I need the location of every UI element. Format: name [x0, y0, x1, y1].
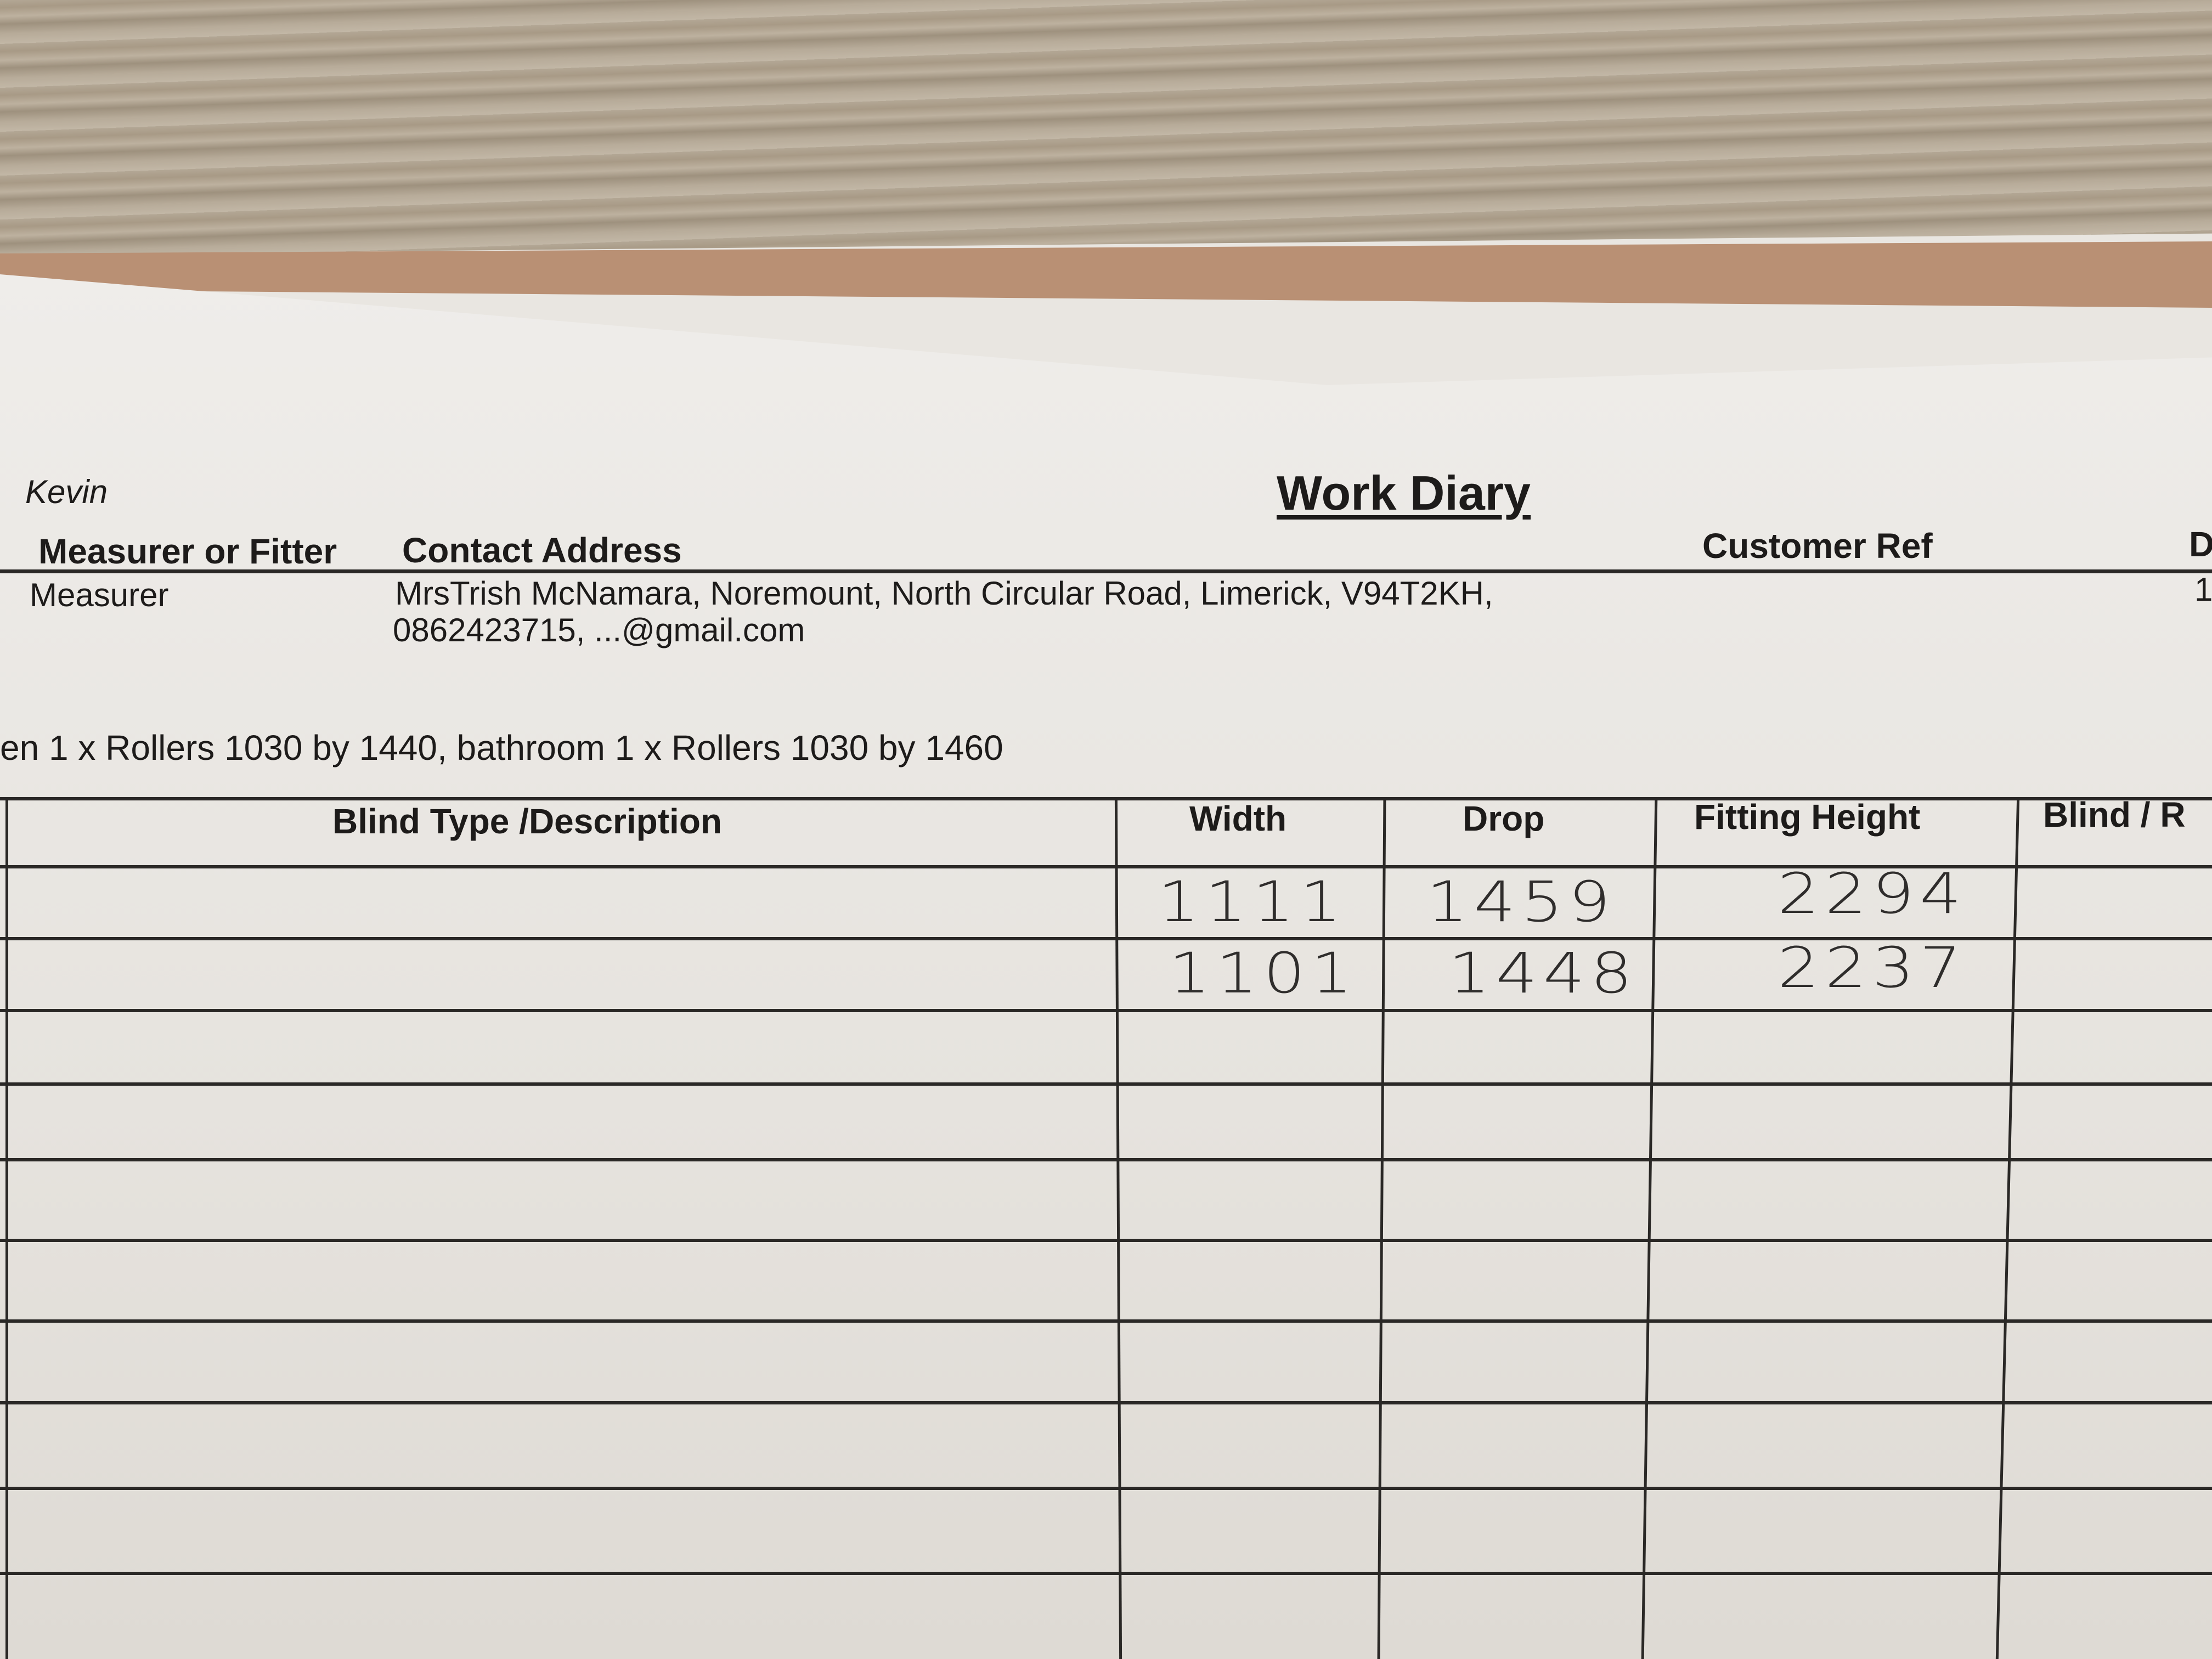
header-divider [0, 569, 2212, 573]
row-line [0, 1572, 2212, 1575]
drop-value: 1459 [1426, 870, 1616, 935]
page-title: Work Diary [1277, 466, 1531, 520]
row-line [0, 865, 2212, 868]
row-line [0, 1401, 2212, 1404]
row-line [0, 1239, 2212, 1242]
row-line [0, 1082, 2212, 1086]
drop-value: 1448 [1448, 941, 1638, 1006]
column-header-drop: Drop [1463, 799, 1545, 838]
fitting-height-value: 2294 [1778, 861, 1967, 927]
column-header-width: Width [1189, 799, 1287, 838]
date-value: 1 [2194, 571, 2212, 608]
column-header-blind-r: Blind / R [2043, 795, 2186, 834]
row-line [0, 1319, 2212, 1323]
customer-ref-label: Customer Ref [1702, 526, 1933, 566]
width-value: 1101 [1169, 941, 1358, 1006]
wooden-table-background [0, 0, 2212, 255]
row-line [0, 1487, 2212, 1490]
row-line [0, 1009, 2212, 1012]
column-header-description: Blind Type /Description [332, 802, 722, 841]
column-header-fitting-height: Fitting Height [1694, 797, 1921, 837]
date-label: D [2189, 524, 2212, 564]
table-top-line [0, 797, 2212, 800]
staff-name: Kevin [25, 473, 108, 510]
fitting-height-value: 2237 [1778, 935, 1967, 1001]
role-value: Measurer [30, 577, 169, 613]
work-diary-sheet [0, 274, 2212, 1659]
address-line-1: MrsTrish McNamara, Noremount, North Circ… [395, 575, 1493, 612]
address-line-2: 0862423715, ...@gmail.com [393, 612, 805, 648]
contact-address-label: Contact Address [402, 531, 682, 570]
measurer-or-fitter-label: Measurer or Fitter [38, 532, 337, 571]
width-value: 1111 [1158, 870, 1347, 935]
row-line [0, 937, 2212, 940]
order-notes: en 1 x Rollers 1030 by 1440, bathroom 1 … [0, 728, 1003, 768]
column-line [5, 798, 8, 1659]
row-line [0, 1158, 2212, 1161]
